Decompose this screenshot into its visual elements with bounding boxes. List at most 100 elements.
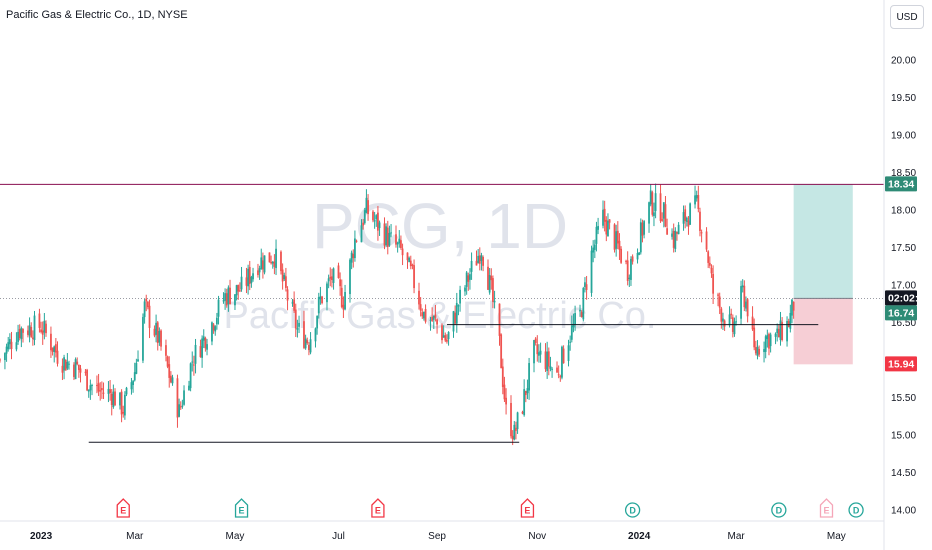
candle-body: [730, 313, 733, 316]
candle-body: [294, 309, 297, 329]
candle-body: [79, 368, 82, 373]
candle-body: [22, 329, 24, 333]
candle-body: [340, 287, 343, 307]
candle-body: [56, 350, 59, 364]
candle-body: [493, 300, 496, 303]
candle-body: [707, 251, 710, 263]
price-axis[interactable]: 20.5020.0019.5019.0018.5018.0017.5017.00…: [891, 18, 916, 516]
candle-body: [54, 344, 57, 353]
candle-body: [114, 391, 116, 406]
candle-body: [639, 222, 642, 253]
candle-body: [400, 240, 402, 249]
candle-body: [432, 315, 435, 320]
candle-body: [556, 367, 558, 373]
candle-body: [165, 345, 167, 356]
candle-body: [30, 326, 33, 337]
candle-body: [398, 238, 401, 244]
candlestick-series: [0, 183, 795, 446]
candle-body: [153, 328, 156, 336]
candle-body: [569, 341, 572, 343]
candle-body: [123, 394, 126, 416]
time-tick-label: Jul: [332, 531, 345, 542]
candle-body: [76, 361, 79, 365]
candle-body: [238, 290, 241, 292]
time-tick-label: Mar: [728, 531, 746, 542]
candle-body: [538, 352, 540, 356]
price-tick-label: 14.00: [891, 505, 916, 516]
candle-body: [487, 266, 489, 290]
price-tags: 18.34 02:02:23 16.74 15.94: [885, 176, 930, 372]
candle-body: [741, 285, 744, 288]
price-tick-label: 17.00: [891, 280, 916, 291]
candle-body: [597, 225, 599, 230]
candle-body: [122, 412, 125, 414]
candle-body: [411, 264, 414, 266]
candle-body: [235, 285, 238, 296]
candle-body: [777, 328, 780, 338]
candle-body: [628, 277, 631, 279]
candle-body: [192, 364, 195, 366]
candle-body: [595, 226, 598, 244]
price-tick-label: 18.50: [891, 168, 916, 179]
time-tick-label: May: [226, 531, 245, 542]
candle-body: [396, 242, 399, 245]
price-tick-label: 19.50: [891, 93, 916, 104]
candle-body: [63, 357, 65, 371]
candle-body: [756, 346, 759, 356]
candle-body: [50, 333, 52, 351]
earnings-icon: E: [819, 498, 834, 518]
long-position-tool[interactable]: [0, 184, 884, 365]
candle-body: [592, 247, 595, 253]
candle-body: [700, 232, 703, 234]
candle-body: [365, 197, 368, 213]
candle-body: [206, 344, 208, 350]
candle-body: [225, 293, 228, 306]
candle-body: [309, 339, 312, 353]
candle-body: [651, 192, 654, 215]
candle-body: [89, 385, 92, 391]
candle-body: [321, 296, 323, 304]
currency-button[interactable]: USD: [890, 5, 924, 29]
candle-body: [436, 319, 438, 325]
price-tick-label: 16.50: [891, 318, 916, 329]
candle-body: [263, 255, 266, 273]
candle-body: [630, 258, 632, 280]
candle-body: [373, 220, 376, 222]
candle-body: [234, 294, 236, 306]
svg-text:D: D: [629, 506, 636, 516]
candle-body: [776, 328, 779, 334]
candle-body: [215, 317, 218, 325]
candle-body: [38, 313, 41, 328]
time-axis[interactable]: 2023 Mar May Jul Sep Nov 2024 Mar May: [30, 531, 846, 542]
candle-body: [699, 211, 701, 231]
candle-body: [77, 364, 80, 370]
candle-body: [119, 392, 121, 406]
candle-body: [40, 329, 42, 333]
horizontal-lines[interactable]: [0, 183, 884, 443]
candle-body: [743, 285, 746, 308]
candle-body: [181, 405, 184, 407]
candle-body: [132, 380, 134, 386]
candle-body: [354, 238, 356, 259]
price-tick-label: 18.00: [891, 205, 916, 216]
candle-body: [764, 336, 767, 352]
candle-body: [616, 230, 619, 244]
candle-body: [156, 322, 159, 344]
candle-body: [454, 312, 457, 324]
candle-body: [133, 372, 136, 381]
candle-body: [763, 349, 765, 353]
candle-body: [401, 248, 404, 256]
candle-body: [682, 212, 685, 224]
candle-body: [613, 224, 616, 250]
candle-body: [636, 253, 639, 260]
candle-body: [296, 328, 299, 330]
candle-body: [169, 375, 172, 383]
candle-body: [317, 297, 320, 314]
svg-text:D: D: [853, 506, 860, 516]
candle-body: [482, 256, 484, 266]
earnings-icon: E: [520, 498, 535, 518]
candle-body: [257, 270, 259, 276]
candle-body: [478, 255, 481, 264]
